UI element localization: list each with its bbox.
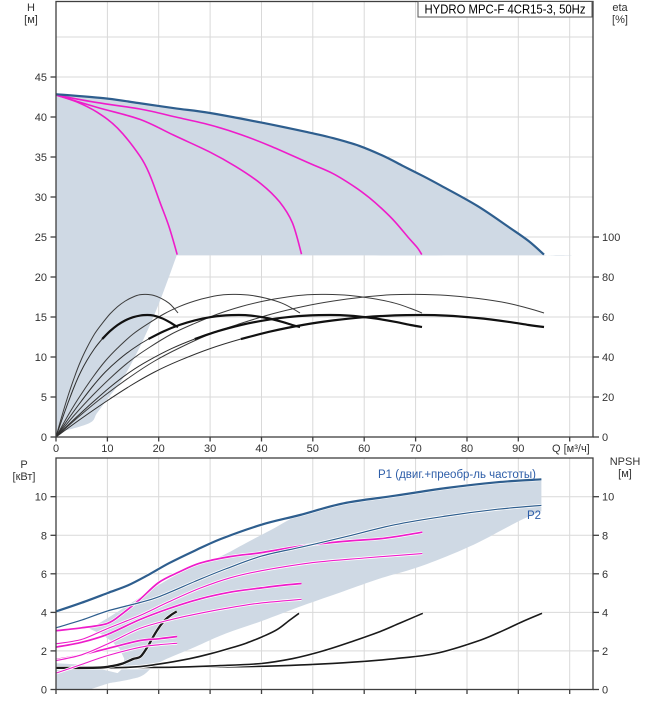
svg-text:0: 0 <box>41 432 47 444</box>
svg-text:30: 30 <box>35 192 47 204</box>
svg-text:6: 6 <box>602 569 608 581</box>
svg-text:45: 45 <box>35 72 47 84</box>
svg-text:70: 70 <box>409 443 421 455</box>
svg-text:P1 (двиг.+преобр-ль частоты): P1 (двиг.+преобр-ль частоты) <box>378 469 536 481</box>
svg-text:20: 20 <box>153 443 165 455</box>
svg-text:25: 25 <box>35 232 47 244</box>
svg-text:10: 10 <box>101 443 113 455</box>
svg-text:100: 100 <box>602 232 620 244</box>
svg-text:4: 4 <box>602 607 608 619</box>
svg-text:[м]: [м] <box>24 14 38 26</box>
svg-text:5: 5 <box>41 392 47 404</box>
svg-text:0: 0 <box>41 685 47 697</box>
svg-text:4: 4 <box>41 607 47 619</box>
svg-text:60: 60 <box>602 312 614 324</box>
svg-text:NPSH: NPSH <box>610 456 641 468</box>
svg-text:80: 80 <box>602 272 614 284</box>
svg-text:P: P <box>20 459 27 471</box>
svg-text:30: 30 <box>204 443 216 455</box>
svg-text:50: 50 <box>307 443 319 455</box>
svg-text:H: H <box>27 2 35 14</box>
svg-text:[м]: [м] <box>618 468 632 480</box>
svg-text:35: 35 <box>35 152 47 164</box>
svg-text:10: 10 <box>602 492 614 504</box>
svg-text:80: 80 <box>461 443 473 455</box>
svg-text:[кВт]: [кВт] <box>13 471 36 483</box>
svg-text:40: 40 <box>602 352 614 364</box>
svg-text:2: 2 <box>41 646 47 658</box>
svg-text:6: 6 <box>41 569 47 581</box>
svg-text:40: 40 <box>35 112 47 124</box>
svg-text:0: 0 <box>602 685 608 697</box>
svg-text:[%]: [%] <box>612 14 628 26</box>
svg-text:10: 10 <box>35 352 47 364</box>
svg-text:20: 20 <box>602 392 614 404</box>
svg-text:HYDRO MPC-F 4CR15-3, 50Hz: HYDRO MPC-F 4CR15-3, 50Hz <box>425 3 586 17</box>
svg-text:0: 0 <box>53 443 59 455</box>
svg-text:P2: P2 <box>527 510 541 522</box>
svg-text:8: 8 <box>602 530 608 542</box>
svg-text:0: 0 <box>602 432 608 444</box>
svg-text:Q [м³/ч]: Q [м³/ч] <box>552 443 590 455</box>
svg-text:8: 8 <box>41 530 47 542</box>
svg-text:90: 90 <box>512 443 524 455</box>
svg-text:20: 20 <box>35 272 47 284</box>
svg-text:2: 2 <box>602 646 608 658</box>
svg-text:eta: eta <box>612 2 628 14</box>
svg-text:40: 40 <box>255 443 267 455</box>
svg-text:60: 60 <box>358 443 370 455</box>
svg-text:15: 15 <box>35 312 47 324</box>
svg-text:10: 10 <box>35 492 47 504</box>
